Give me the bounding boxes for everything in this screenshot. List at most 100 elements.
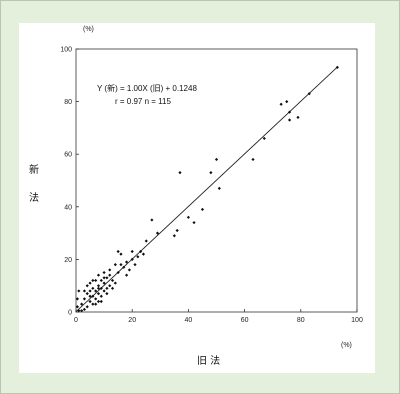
data-point — [91, 278, 95, 283]
y-tick-label: 100 — [60, 47, 72, 54]
data-point — [88, 294, 92, 298]
data-point — [80, 302, 84, 306]
data-point — [91, 286, 95, 290]
data-point — [82, 307, 87, 311]
data-point — [113, 263, 117, 267]
data-point — [102, 289, 106, 293]
data-point — [91, 294, 95, 298]
data-point — [96, 284, 101, 288]
data-point — [285, 100, 289, 104]
data-point — [116, 270, 120, 275]
x-unit-label: (%) — [341, 342, 352, 349]
data-point — [96, 286, 101, 290]
data-point — [200, 207, 205, 212]
data-point — [296, 115, 300, 119]
data-point — [110, 286, 115, 290]
regression-line-group — [75, 66, 338, 313]
data-point — [105, 291, 109, 296]
data-point — [85, 305, 89, 309]
data-point — [108, 284, 112, 288]
regression-equation: Y (新) = 1.00X (旧) + 0.1248 — [97, 83, 197, 93]
data-point — [172, 234, 176, 238]
data-point — [96, 273, 101, 277]
data-point — [99, 278, 103, 283]
data-point — [88, 281, 92, 285]
data-point — [136, 255, 140, 259]
data-point — [175, 228, 179, 233]
data-point — [96, 299, 101, 304]
data-point — [94, 297, 98, 301]
y-tick-label: 40 — [64, 204, 72, 211]
data-point — [127, 268, 131, 272]
y-tick-label: 20 — [64, 257, 72, 264]
data-point — [287, 110, 292, 114]
data-point — [91, 302, 95, 306]
data-point — [88, 299, 92, 304]
data-point — [214, 157, 219, 162]
data-point — [144, 239, 148, 243]
data-point — [251, 157, 255, 162]
y-tick-label: 0 — [68, 310, 72, 317]
data-point — [94, 289, 98, 293]
data-point — [99, 294, 103, 298]
y-tick-label: 60 — [64, 152, 72, 159]
data-point — [85, 284, 89, 288]
axes — [75, 48, 358, 313]
data-point — [155, 231, 160, 235]
data-point — [75, 305, 80, 309]
data-point — [77, 309, 81, 313]
data-point — [105, 276, 109, 280]
data-point — [178, 171, 182, 175]
data-point — [105, 286, 109, 290]
data-point — [335, 65, 339, 70]
y-axis-title-char-2: 法 — [29, 191, 39, 204]
tick-labels: 0 20 40 60 80 100 0 20 40 60 80 100 — [60, 47, 363, 325]
data-point — [119, 252, 123, 256]
data-point — [102, 276, 106, 280]
data-point — [99, 286, 103, 290]
x-tick-label: 20 — [128, 317, 136, 324]
scatter-chart: 0 20 40 60 80 100 0 20 40 60 80 100 Y (新) = 1.00X (… — [29, 26, 363, 367]
data-point — [141, 252, 146, 256]
data-point — [88, 289, 92, 293]
data-point — [186, 215, 190, 219]
data-point — [113, 281, 117, 285]
data-point — [116, 249, 120, 254]
data-point — [75, 297, 80, 301]
correlation-stats: r = 0.97 n = 115 — [115, 97, 171, 106]
data-point — [110, 278, 115, 283]
data-point — [82, 289, 87, 293]
data-point — [209, 171, 213, 175]
y-tick-label: 80 — [64, 99, 72, 106]
data-point — [102, 281, 106, 285]
data-point — [94, 278, 98, 283]
y-axis-title-char-1: 新 — [29, 163, 39, 176]
data-point — [262, 136, 266, 141]
data-point — [192, 220, 196, 225]
plot-panel: 0 20 40 60 80 100 0 20 40 60 80 100 Y (新) = 1.00X (… — [19, 23, 375, 373]
regression-line — [75, 66, 338, 313]
x-tick-label: 0 — [74, 317, 78, 324]
x-tick-label: 100 — [351, 317, 363, 324]
data-point — [108, 268, 112, 272]
data-point — [96, 291, 101, 296]
data-point — [307, 92, 311, 96]
data-point — [217, 186, 221, 190]
data-point — [130, 249, 134, 254]
plot-border — [75, 48, 358, 313]
data-point — [80, 309, 84, 313]
data-point — [108, 273, 112, 277]
x-axis-title: 旧 法 — [197, 354, 220, 367]
data-point — [82, 297, 87, 301]
data-point — [139, 249, 143, 254]
data-point — [150, 218, 154, 222]
data-point — [119, 263, 123, 267]
data-point — [279, 102, 283, 106]
data-point — [133, 263, 137, 267]
data-point — [94, 302, 98, 306]
data-points — [75, 65, 339, 313]
data-point — [99, 299, 103, 304]
data-point — [102, 270, 106, 275]
data-point — [77, 289, 81, 293]
